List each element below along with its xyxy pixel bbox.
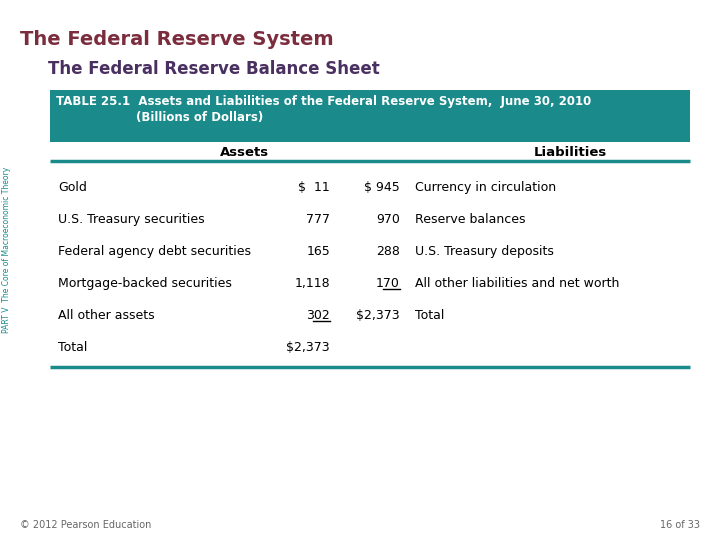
Text: 165: 165 (306, 245, 330, 258)
Text: Total: Total (58, 341, 87, 354)
Text: © 2012 Pearson Education: © 2012 Pearson Education (20, 520, 151, 530)
Text: $2,373: $2,373 (287, 341, 330, 354)
Text: (Billions of Dollars): (Billions of Dollars) (136, 111, 264, 124)
Text: 288: 288 (376, 245, 400, 258)
Text: All other assets: All other assets (58, 309, 155, 322)
Text: 970: 970 (376, 213, 400, 226)
Text: $  11: $ 11 (298, 181, 330, 194)
Text: The Federal Reserve Balance Sheet: The Federal Reserve Balance Sheet (48, 60, 379, 78)
Text: PART V  The Core of Macroeconomic Theory: PART V The Core of Macroeconomic Theory (2, 167, 12, 333)
Text: Assets: Assets (220, 146, 269, 159)
Text: 1,118: 1,118 (294, 277, 330, 290)
Text: Reserve balances: Reserve balances (415, 213, 526, 226)
Text: $2,373: $2,373 (356, 309, 400, 322)
Text: 16 of 33: 16 of 33 (660, 520, 700, 530)
Text: Total: Total (415, 309, 444, 322)
Text: TABLE 25.1  Assets and Liabilities of the Federal Reserve System,  June 30, 2010: TABLE 25.1 Assets and Liabilities of the… (56, 95, 591, 108)
Bar (50, 90, 690, 142)
Text: Currency in circulation: Currency in circulation (415, 181, 556, 194)
Text: U.S. Treasury deposits: U.S. Treasury deposits (415, 245, 554, 258)
Text: $ 945: $ 945 (364, 181, 400, 194)
Text: Federal agency debt securities: Federal agency debt securities (58, 245, 251, 258)
Text: Mortgage-backed securities: Mortgage-backed securities (58, 277, 232, 290)
Text: 777: 777 (306, 213, 330, 226)
Text: U.S. Treasury securities: U.S. Treasury securities (58, 213, 204, 226)
Text: Liabilities: Liabilities (534, 146, 607, 159)
Text: Gold: Gold (58, 181, 87, 194)
Text: 170: 170 (376, 277, 400, 290)
Text: All other liabilities and net worth: All other liabilities and net worth (415, 277, 619, 290)
Text: 302: 302 (306, 309, 330, 322)
Text: The Federal Reserve System: The Federal Reserve System (20, 30, 333, 49)
